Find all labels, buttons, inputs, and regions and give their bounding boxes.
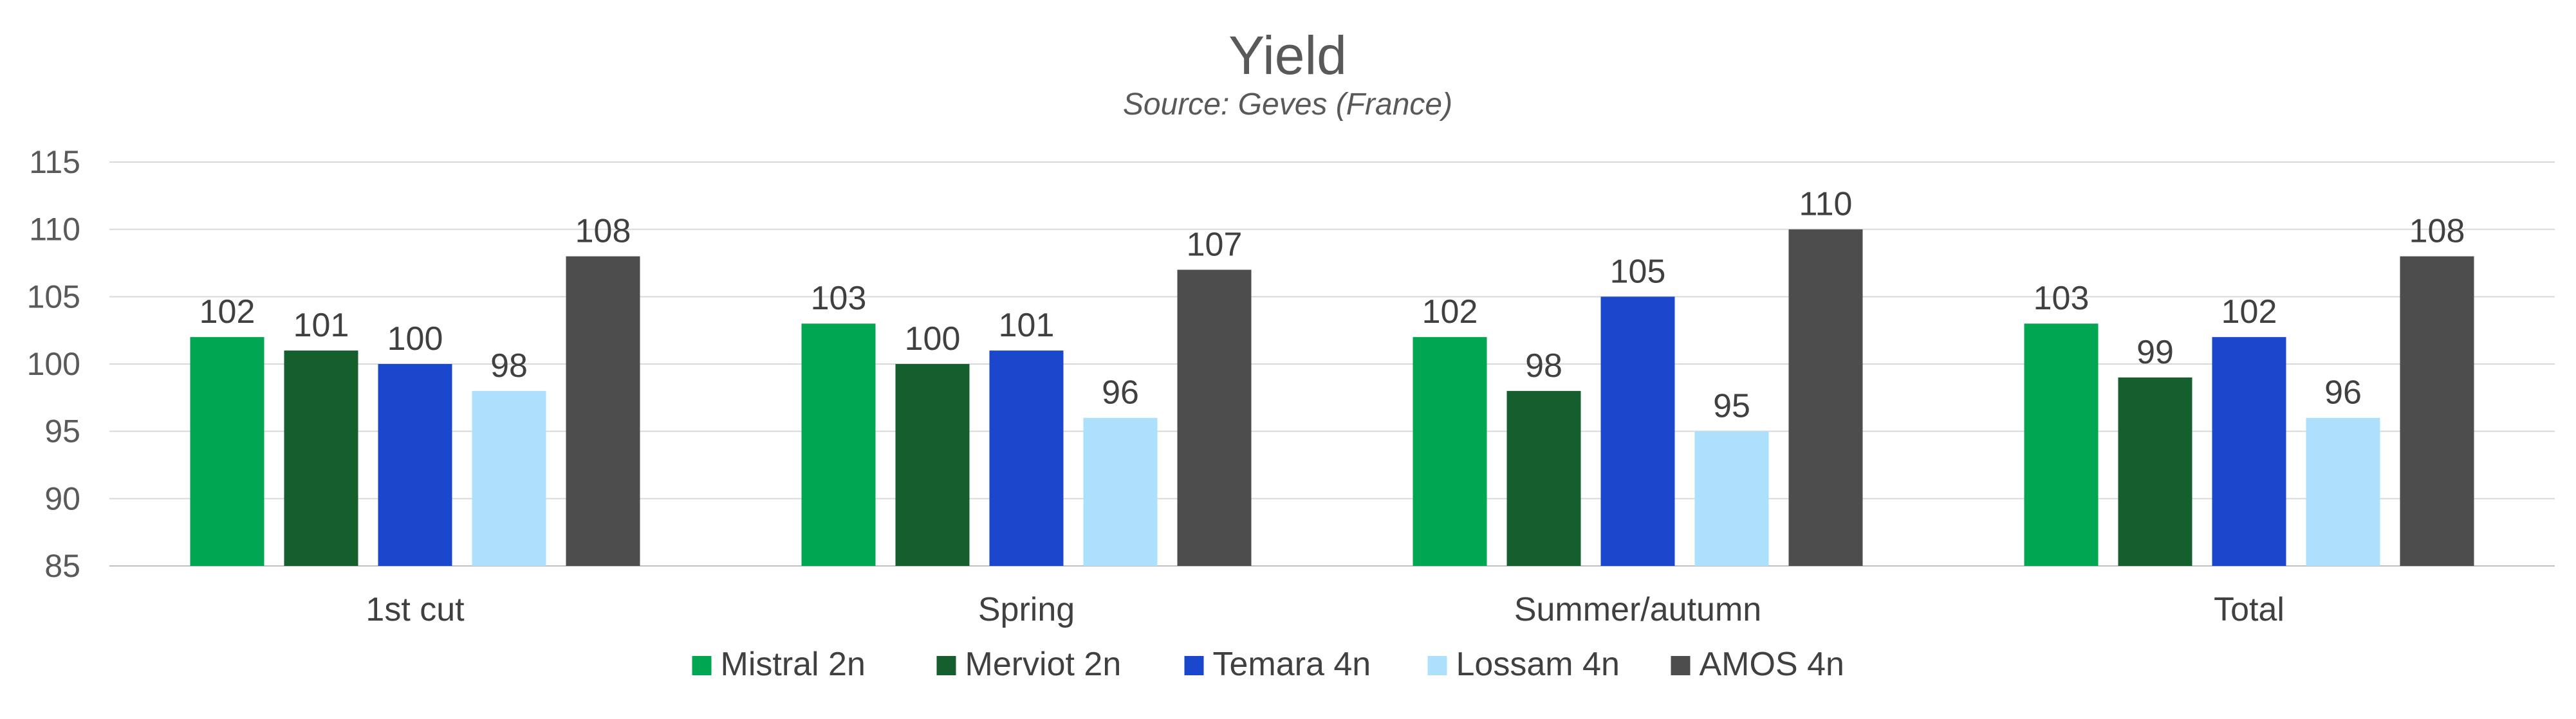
legend-item: Temara 4n (1184, 646, 1371, 683)
data-label: 99 (2136, 334, 2174, 371)
bars (190, 229, 2474, 567)
y-tick-label: 90 (44, 480, 80, 516)
y-tick-label: 115 (29, 144, 80, 180)
data-label: 108 (2409, 213, 2465, 250)
data-label: 95 (1713, 388, 1750, 425)
data-label: 105 (1610, 253, 1666, 290)
bar (1600, 296, 1675, 566)
bar (284, 350, 358, 566)
legend-label: Merviot 2n (965, 646, 1122, 683)
legend: Mistral 2n Merviot 2n Temara 4n Lossam 4n AM… (692, 646, 1844, 683)
legend-label: Mistral 2n (721, 646, 866, 683)
x-category-label: Total (2214, 591, 2284, 628)
y-tick-label: 110 (29, 212, 80, 248)
data-label: 100 (387, 320, 443, 358)
x-axis-categories: 1st cut Spring Summer/autumn Total (366, 591, 2284, 628)
chart-subtitle: Source: Geves (France) (1123, 87, 1452, 122)
legend-item: Mistral 2n (692, 646, 866, 683)
bar (1506, 390, 1581, 566)
y-axis-ticks: 85 90 95 100 105 110 115 (27, 144, 80, 584)
bar (1177, 269, 1252, 566)
data-label: 103 (2034, 280, 2090, 317)
bar (2212, 337, 2286, 566)
data-label: 103 (811, 280, 867, 317)
bar (472, 390, 546, 566)
x-category-label: Spring (978, 591, 1075, 628)
bar (1083, 417, 1158, 566)
bar (378, 364, 452, 566)
legend-item: Merviot 2n (936, 646, 1122, 683)
bar (801, 323, 876, 566)
legend-swatch (1671, 656, 1691, 675)
data-label: 96 (2324, 374, 2362, 412)
data-label: 96 (1102, 374, 1139, 412)
legend-item: Lossam 4n (1427, 646, 1620, 683)
legend-swatch (692, 656, 712, 675)
bar (1694, 431, 1769, 566)
data-label: 110 (1799, 186, 1853, 223)
bar (190, 337, 264, 566)
legend-label: AMOS 4n (1700, 646, 1844, 683)
bar (989, 350, 1064, 566)
bar (895, 364, 970, 566)
x-category-label: Summer/autumn (1514, 591, 1761, 628)
data-label: 102 (2221, 293, 2277, 331)
data-label: 102 (1422, 293, 1478, 331)
bar (2306, 417, 2380, 566)
bar (1413, 337, 1487, 566)
data-label: 98 (1525, 347, 1562, 385)
bar (2400, 256, 2474, 566)
y-tick-label: 85 (44, 548, 80, 584)
y-tick-label: 95 (44, 414, 80, 450)
bar (1788, 229, 1863, 567)
legend-label: Temara 4n (1213, 646, 1371, 683)
y-tick-label: 105 (27, 278, 80, 314)
legend-label: Lossam 4n (1456, 646, 1620, 683)
y-tick-label: 100 (27, 346, 80, 382)
data-label: 102 (199, 293, 255, 331)
bar (2024, 323, 2099, 566)
chart-title: Yield (1228, 25, 1347, 86)
data-labels: 102 101 100 98 108 103 100 101 96 107 102 98 105 95 11… (199, 186, 2465, 425)
legend-swatch (936, 656, 956, 675)
legend-swatch (1184, 656, 1204, 675)
legend-item: AMOS 4n (1671, 646, 1844, 683)
legend-swatch (1427, 656, 1447, 675)
data-label: 108 (575, 213, 631, 250)
data-label: 101 (293, 307, 349, 344)
data-label: 107 (1187, 226, 1243, 263)
x-category-label: 1st cut (366, 591, 465, 628)
data-label: 101 (999, 307, 1055, 344)
data-label: 98 (490, 347, 528, 385)
bar (2118, 377, 2192, 566)
data-label: 100 (905, 320, 961, 358)
bar (566, 256, 640, 566)
